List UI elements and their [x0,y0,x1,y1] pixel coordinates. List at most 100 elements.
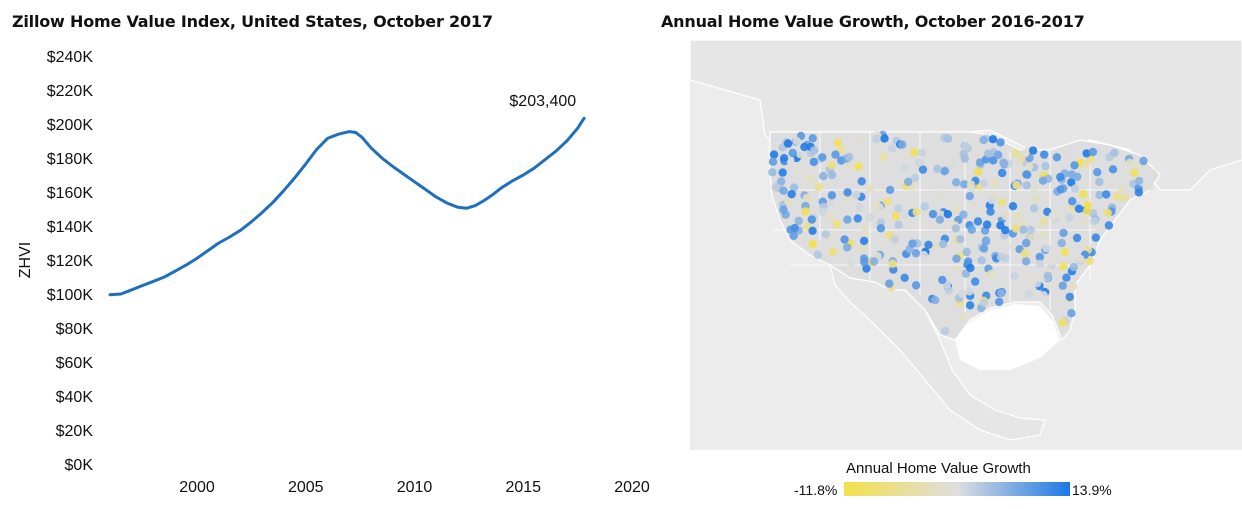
metro-dot [1042,244,1051,253]
metro-dot [1148,169,1158,178]
metro-dot [1026,225,1035,235]
metro-dot [1015,169,1024,178]
metro-dot [1095,190,1104,200]
metro-dot [1039,217,1048,226]
metro-dot [1134,188,1144,197]
metro-dot [996,138,1005,147]
metro-dot [876,224,886,233]
metro-dot [1082,149,1091,158]
metro-dot [1068,197,1077,206]
metro-dot [964,257,973,266]
metro-dot [995,297,1004,307]
metro-dot [1145,181,1154,191]
metro-dot [1011,148,1020,157]
metro-dot [967,225,976,234]
gulf-of-mexico [955,304,1060,370]
metro-dot [1067,170,1076,179]
metro-dot [994,209,1004,218]
metro-dot [1067,309,1076,318]
metro-dot [792,136,801,146]
metro-dot [965,192,974,201]
metro-dot [1062,150,1072,159]
metro-dot [1020,149,1030,158]
metro-dot [845,152,854,162]
metro-dot [841,195,851,204]
end-value-annotation: $203,400 [509,93,576,110]
metro-dot [956,235,965,244]
metro-dot [1000,159,1009,168]
metro-dot [1010,272,1019,281]
metro-dot [1078,189,1088,199]
metro-dot [989,156,998,165]
metro-dot [900,273,909,282]
metro-dot [861,223,870,233]
metro-dot [769,150,779,159]
metro-dot [998,168,1007,178]
metro-dot [865,184,875,193]
metro-dot [1030,183,1039,193]
metro-dot [982,220,992,229]
metro-dot [891,211,900,221]
metro-dot [1069,263,1078,272]
mexico-landmass [829,263,1046,441]
metro-dot [843,243,852,252]
metro-dot [857,134,866,144]
metro-dot [1067,178,1076,187]
metro-dot [827,161,836,170]
metro-dot [1018,218,1027,228]
metro-dot [943,134,953,143]
metro-dot [1072,233,1082,243]
metro-dot [1070,161,1079,170]
metro-dot [940,167,949,176]
metro-dot [1079,216,1088,225]
metro-dot [1094,223,1104,232]
metro-dot [823,180,833,189]
metro-dot [1082,206,1092,215]
metro-dot [768,168,777,177]
metro-dot [960,180,969,189]
metro-dot [904,177,913,186]
metro-dot [1139,156,1148,166]
metro-dot [898,140,907,149]
metro-dot [960,154,970,163]
metro-dot [871,199,880,208]
metro-dot [988,135,998,144]
metro-dot [818,153,827,162]
y-tick-label: $180K [47,151,94,168]
metro-dot [979,298,988,307]
metro-dot [1104,221,1114,230]
metro-dot [909,148,919,157]
y-tick-label: $140K [47,219,94,236]
metro-dot [865,213,874,222]
metro-dot [818,207,828,217]
metro-dot [1019,225,1028,234]
metro-dot [852,190,861,199]
metro-dot [1102,190,1111,199]
y-tick-label: $40K [56,389,94,406]
metro-dot [1076,254,1085,264]
metro-dot [784,197,793,206]
metro-dot [1125,158,1135,167]
metro-dot [919,250,928,260]
metro-dot [802,193,812,202]
metro-dot [966,263,975,273]
metro-dot [981,236,991,245]
metro-dot [912,207,921,217]
metro-dot [952,254,961,263]
metro-dot [796,150,805,159]
metro-dot [1038,176,1048,185]
metro-dot [814,182,823,192]
x-tick-label: 2015 [505,479,541,496]
metro-dot [1017,212,1026,221]
metro-dot [1034,273,1043,282]
metro-dot [994,150,1003,160]
metro-dot [1095,177,1104,187]
metro-dot [962,247,971,257]
metro-dot [961,141,970,151]
metro-dot [805,174,814,183]
metro-dot [1057,238,1066,248]
zhvi-line-chart: $0K $20K $40K $60K $80K $100K $120K $140K $160K $… [17,49,650,496]
metro-dot [1028,146,1038,155]
metro-dot [1059,228,1068,238]
metro-dot [1090,216,1099,225]
